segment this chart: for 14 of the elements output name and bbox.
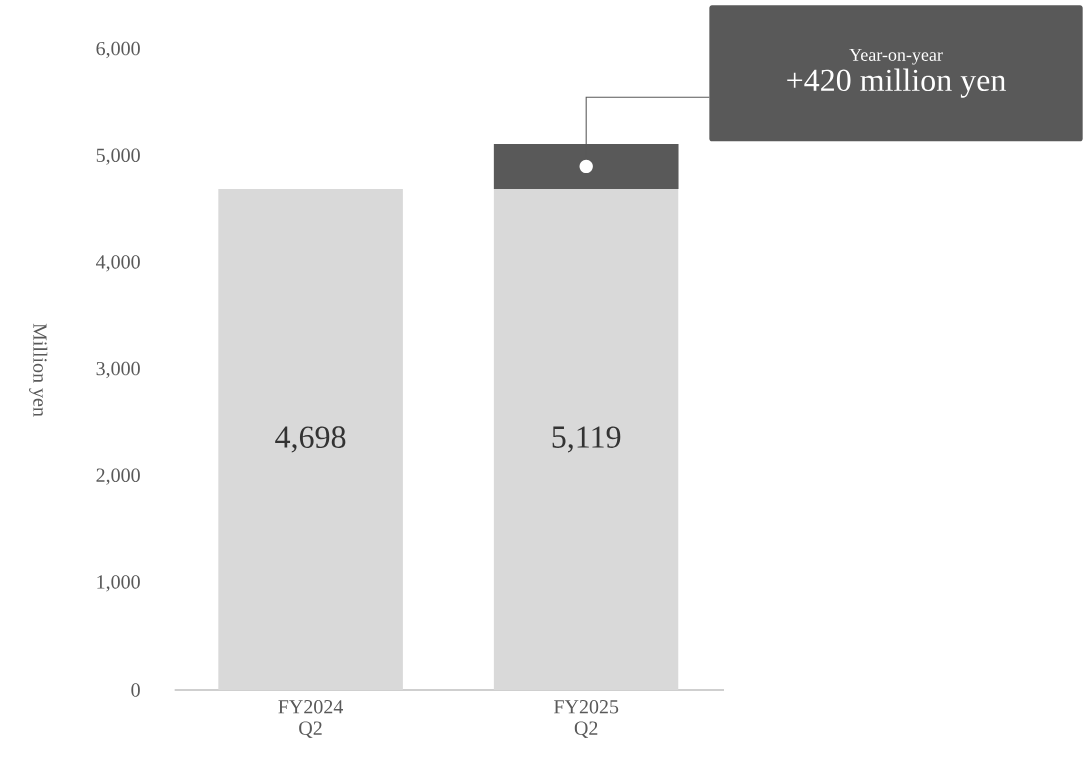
- y-tick-label: 0: [131, 683, 140, 697]
- total-label: 5,119: [552, 426, 621, 453]
- y-tick-label: 2,000: [96, 468, 140, 485]
- text: +420 million yen: [787, 68, 1006, 98]
- y-tick-label: 3,000: [96, 361, 140, 379]
- total-label: 4,698: [275, 426, 346, 453]
- y-tick-label: 6,000: [96, 41, 140, 59]
- y-axis-title: Million yen: [29, 323, 48, 417]
- x-tick-label: FY2024 Q2: [278, 700, 344, 738]
- x-tick-label: FY2025 Q2: [553, 700, 619, 738]
- y-tick-label: 1,000: [97, 575, 140, 592]
- text: Year-on-year: [849, 48, 943, 65]
- y-tick-label: 4,000: [96, 255, 140, 272]
- y-tick-label: 5,000: [96, 148, 140, 165]
